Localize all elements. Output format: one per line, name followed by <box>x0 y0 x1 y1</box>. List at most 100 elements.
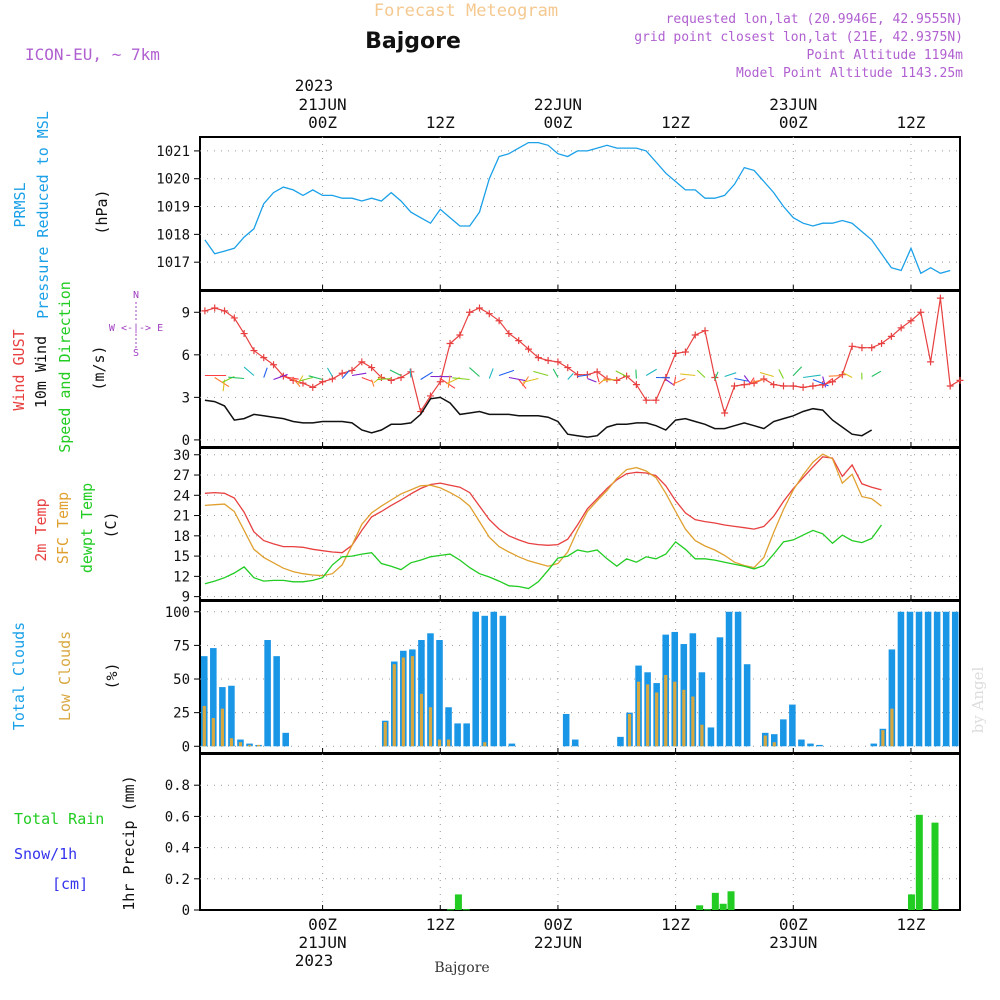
y-tick-label: 0.6 <box>165 809 190 825</box>
gust-marker <box>829 378 837 386</box>
total-cloud-bar <box>807 743 814 747</box>
wind-direction-arrow <box>871 370 882 377</box>
temp-labels: 2m Temp SFC Temp dewpt Temp (C) <box>32 483 120 573</box>
total-cloud-bar <box>562 713 570 747</box>
gust-label: Wind GUST <box>10 329 28 410</box>
rain-bar <box>719 903 727 910</box>
y-tick-label: 0.2 <box>165 872 190 888</box>
gust-marker <box>554 358 562 366</box>
wind-direction-arrow <box>376 377 392 381</box>
top-hour-label: 00Z <box>543 113 572 132</box>
cloud-panel: 0 25 50 75 100 <box>165 600 961 755</box>
gust-marker <box>466 308 474 316</box>
y-tick-label: 15 <box>173 549 190 565</box>
gust-marker <box>740 381 748 389</box>
gust-marker <box>328 375 336 383</box>
rain-bar <box>915 814 923 910</box>
gust-marker <box>495 317 503 325</box>
wind-direction-arrow <box>389 369 402 377</box>
wind-direction-arrow <box>822 376 827 388</box>
precip-panel: 0 0.2 0.4 0.6 0.8 <box>165 753 961 919</box>
footer-location: Bajgore <box>434 960 489 976</box>
gust-marker <box>701 327 709 335</box>
sfc-temp-label: SFC Temp <box>54 492 72 564</box>
gust-marker <box>475 304 483 312</box>
low-cloud-bar <box>700 724 704 747</box>
wind-direction-arrow <box>341 370 350 379</box>
y-tick-label: 1017 <box>156 255 190 271</box>
wind-direction-arrow <box>522 377 539 383</box>
wind-direction-arrow <box>714 371 719 380</box>
temperature-panel: 9 12 15 18 21 24 27 30 <box>173 447 961 606</box>
wind-direction-arrow <box>734 377 748 382</box>
total-cloud-bar <box>228 685 235 747</box>
wind-direction-arrow <box>297 375 304 385</box>
gust-marker <box>574 371 582 379</box>
wind-direction-arrow <box>577 374 589 378</box>
gust-marker <box>760 375 768 383</box>
wind-direction-arrow <box>371 379 375 387</box>
gust-marker <box>868 344 876 352</box>
pressure-line <box>204 141 951 275</box>
total-cloud-bar <box>454 723 461 747</box>
total-cloud-bar <box>499 615 507 747</box>
cloud-unit: (%) <box>103 662 121 689</box>
y-tick-label: 1018 <box>156 227 190 243</box>
compass-north: N <box>133 290 139 301</box>
wind-direction-arrow <box>567 373 574 380</box>
total-cloud-bar <box>273 656 280 747</box>
total-cloud-bar <box>571 739 579 747</box>
y-tick-label: 12 <box>173 569 190 585</box>
top-year: 2023 <box>295 76 334 95</box>
wind-direction-arrow <box>361 376 373 383</box>
total-cloud-bar <box>816 744 823 747</box>
gust-marker <box>711 374 719 382</box>
total-cloud-bar <box>617 736 624 747</box>
rain-bar <box>907 894 915 910</box>
watermark: by Angel <box>969 666 987 733</box>
total-cloud-bar <box>472 611 479 747</box>
y-tick-label: 50 <box>173 672 190 688</box>
low-cloud-bar <box>682 689 686 747</box>
wind-direction-arrow <box>518 379 527 389</box>
gust-marker <box>721 409 729 417</box>
total-rain-label: Total Rain <box>14 810 104 828</box>
rain-bar <box>447 909 455 911</box>
top-hour-label: 00Z <box>308 113 337 132</box>
gust-marker <box>348 366 356 374</box>
low-cloud-bar <box>202 705 206 747</box>
wind-direction-arrow <box>409 368 412 378</box>
wind-direction-arrow <box>420 371 433 380</box>
total-cloud-bar <box>282 732 289 747</box>
low-cloud-bar <box>392 664 396 747</box>
wind-direction-arrow <box>587 377 597 383</box>
snow-label: Snow/1h <box>14 845 77 863</box>
gust-marker <box>789 382 797 390</box>
gust-marker <box>211 304 219 312</box>
wind-direction-arrow <box>812 378 829 387</box>
wind-unit: (m/s) <box>90 345 108 390</box>
total-cloud-bar <box>942 611 950 747</box>
gust-marker <box>338 369 346 377</box>
prmsl-label: PRMSL <box>11 182 29 227</box>
total-cloud-bar <box>716 637 724 747</box>
top-date-label: 22JUN <box>534 95 582 114</box>
wind-direction-arrow <box>778 369 784 379</box>
gust-marker <box>642 396 650 404</box>
low-cloud-bar <box>447 739 451 747</box>
low-cloud-bar <box>410 656 414 747</box>
gust-marker <box>799 383 807 391</box>
total-cloud-bar <box>436 640 443 747</box>
low-cloud-bar <box>881 730 885 747</box>
wind-direction-arrow <box>596 375 600 383</box>
bottom-date-label: 21JUN <box>298 933 346 952</box>
pressure-msl-label: Pressure Reduced to MSL <box>34 111 52 319</box>
low-clouds-label: Low Clouds <box>56 631 74 721</box>
bottom-hour-label: 12Z <box>661 915 690 934</box>
wind-direction-arrow <box>452 377 470 381</box>
wind-panel: 0 3 6 9 <box>182 290 964 449</box>
gust-marker <box>221 307 229 315</box>
compass-west-east: W <-|-> E <box>109 323 163 334</box>
rain-bar <box>703 909 711 911</box>
point-altitude: Point Altitude 1194m <box>806 48 963 63</box>
